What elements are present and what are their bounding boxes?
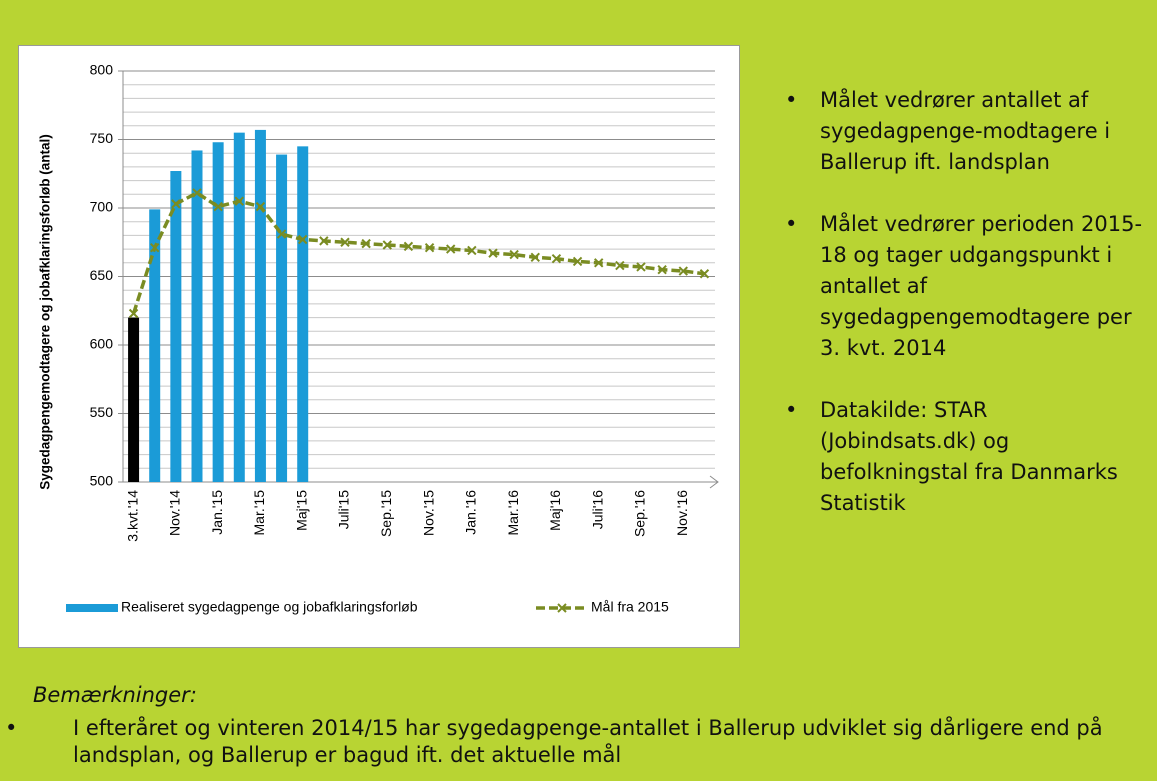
x-tick-label: Maj'15 (293, 490, 309, 531)
line-marker (615, 260, 625, 271)
line-marker (192, 188, 202, 198)
bullet: Målet vedrører perioden 2015-18 og tager… (785, 209, 1145, 364)
line-marker (171, 199, 181, 209)
line-marker (424, 243, 435, 253)
x-tick-label: Jan.'15 (209, 490, 225, 535)
remark: I efteråret og vinteren 2014/15 har syge… (0, 715, 1143, 769)
y-tick-label: 800 (90, 62, 114, 78)
bar (170, 171, 182, 482)
x-tick-label: Jan.'16 (463, 490, 479, 535)
bullet: Målet vedrører antallet af sygedagpenge-… (785, 85, 1145, 178)
line (131, 190, 705, 315)
remarks: Bemærkninger: I efteråret og vinteren 20… (5, 683, 1143, 769)
x-tick-label: 3.kvt.'14 (124, 490, 140, 542)
line-marker (403, 241, 414, 252)
line-marker (276, 229, 287, 239)
line-marker (298, 234, 308, 245)
bullet: Datakilde: STAR (Jobindsats.dk) og befol… (785, 395, 1145, 519)
x-tick-label: Mar.'16 (505, 490, 521, 536)
bar (276, 154, 288, 482)
x-tick-label: Nov.'15 (420, 490, 436, 536)
line-marker (551, 253, 562, 264)
line-marker (361, 238, 371, 249)
line-marker (150, 243, 160, 253)
x-tick-label: Nov.'14 (167, 490, 183, 536)
x-tick-label: Nov.'16 (674, 490, 690, 536)
line-marker (488, 248, 498, 258)
bar (149, 209, 161, 482)
line-marker (319, 236, 329, 246)
legend-swatch (66, 604, 118, 612)
legend-marker (557, 603, 567, 613)
line-marker (128, 308, 139, 319)
y-tick-label: 600 (90, 336, 114, 352)
line-marker (213, 201, 223, 212)
legend-label: Realiseret sygedagpenge og jobafklarings… (121, 599, 418, 615)
line-marker (382, 240, 392, 250)
bullet-list: Målet vedrører antallet af sygedagpenge-… (785, 85, 1155, 550)
remarks-heading: Bemærkninger: (33, 683, 197, 707)
x-tick-label: Juli'16 (589, 490, 605, 529)
chart-frame (18, 45, 740, 648)
y-tick-label: 750 (90, 130, 114, 146)
bar (128, 317, 140, 482)
line-marker (699, 269, 710, 279)
line-marker (234, 196, 244, 206)
bar (297, 146, 309, 482)
line-marker (530, 252, 540, 263)
line-marker (636, 262, 646, 272)
bar (191, 150, 203, 482)
line-marker (572, 256, 583, 267)
y-tick-label: 650 (90, 267, 114, 283)
x-tick-label: Juli'15 (336, 490, 352, 529)
bar (212, 142, 224, 482)
x-tick-label: Mar.'15 (251, 490, 267, 536)
line-marker (467, 245, 477, 256)
remarks-list: I efteråret og vinteren 2014/15 har syge… (5, 715, 1143, 769)
y-tick-label: 500 (90, 473, 114, 489)
line-marker (340, 237, 350, 247)
line-marker (594, 258, 604, 268)
y-axis-label: Sygedagpengemodtagere og jobafklaringsfo… (38, 134, 53, 490)
x-tick-label: Sep.'16 (632, 490, 648, 537)
bar (254, 129, 266, 482)
x-tick-label: Sep.'15 (378, 490, 394, 537)
bar (233, 132, 245, 482)
y-tick-label: 550 (90, 404, 114, 420)
y-tick-label: 700 (90, 199, 114, 215)
x-tick-label: Maj'16 (547, 490, 563, 531)
chart: Sygedagpengemodtagere og jobafklaringsfo… (18, 45, 740, 648)
line-marker (678, 266, 688, 276)
line-marker (509, 249, 519, 260)
line-marker (255, 201, 266, 212)
line-marker (657, 264, 667, 275)
legend-label: Mål fra 2015 (591, 599, 669, 615)
line-marker (446, 244, 456, 254)
